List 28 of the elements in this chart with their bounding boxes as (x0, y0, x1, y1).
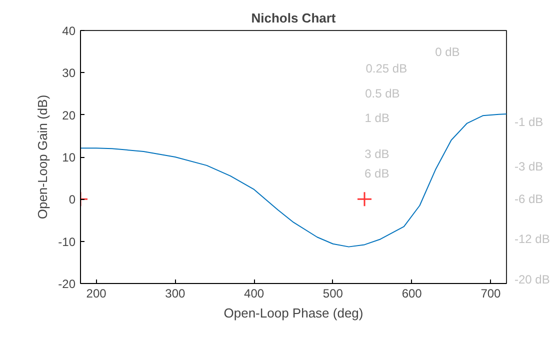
annotation: 0 dB (435, 45, 460, 60)
y-axis-title: Open-Loop Gain (dB) (35, 94, 50, 220)
y-tick-label: 10 (62, 150, 76, 164)
text: -12 dB (514, 232, 550, 246)
chart-title: Nichols Chart (251, 10, 336, 26)
text: -3 dB (514, 160, 544, 174)
x-tick-label: 200 (86, 286, 107, 300)
x-tick-label: 300 (165, 286, 186, 300)
x-tick-label: 400 (244, 286, 264, 300)
x-axis-title: Open-Loop Phase (deg) (224, 306, 364, 320)
annotation: 0.25 dB (366, 62, 408, 76)
text: -20 dB (514, 272, 550, 287)
y-tick-label: 0 (68, 192, 76, 207)
x-tick-label: 600 (402, 286, 422, 300)
text: -6 dB (514, 192, 544, 206)
y-tick-label: 40 (62, 24, 76, 38)
y-tick-label: -10 (58, 234, 76, 249)
annotation: 3 dB (364, 147, 390, 162)
y-tick-label: 20 (62, 108, 76, 122)
y-tick-label: 30 (62, 66, 76, 80)
x-tick-label: 700 (480, 286, 502, 300)
x-tick-label: 500 (322, 286, 344, 300)
line-series (80, 113, 506, 248)
y-tick-label: -20 (58, 277, 76, 291)
text: -1 dB (514, 115, 544, 130)
annotation: 6 dB (364, 166, 390, 181)
annotation: 0.5 dB (365, 86, 400, 101)
annotation: 1 dB (364, 110, 390, 125)
